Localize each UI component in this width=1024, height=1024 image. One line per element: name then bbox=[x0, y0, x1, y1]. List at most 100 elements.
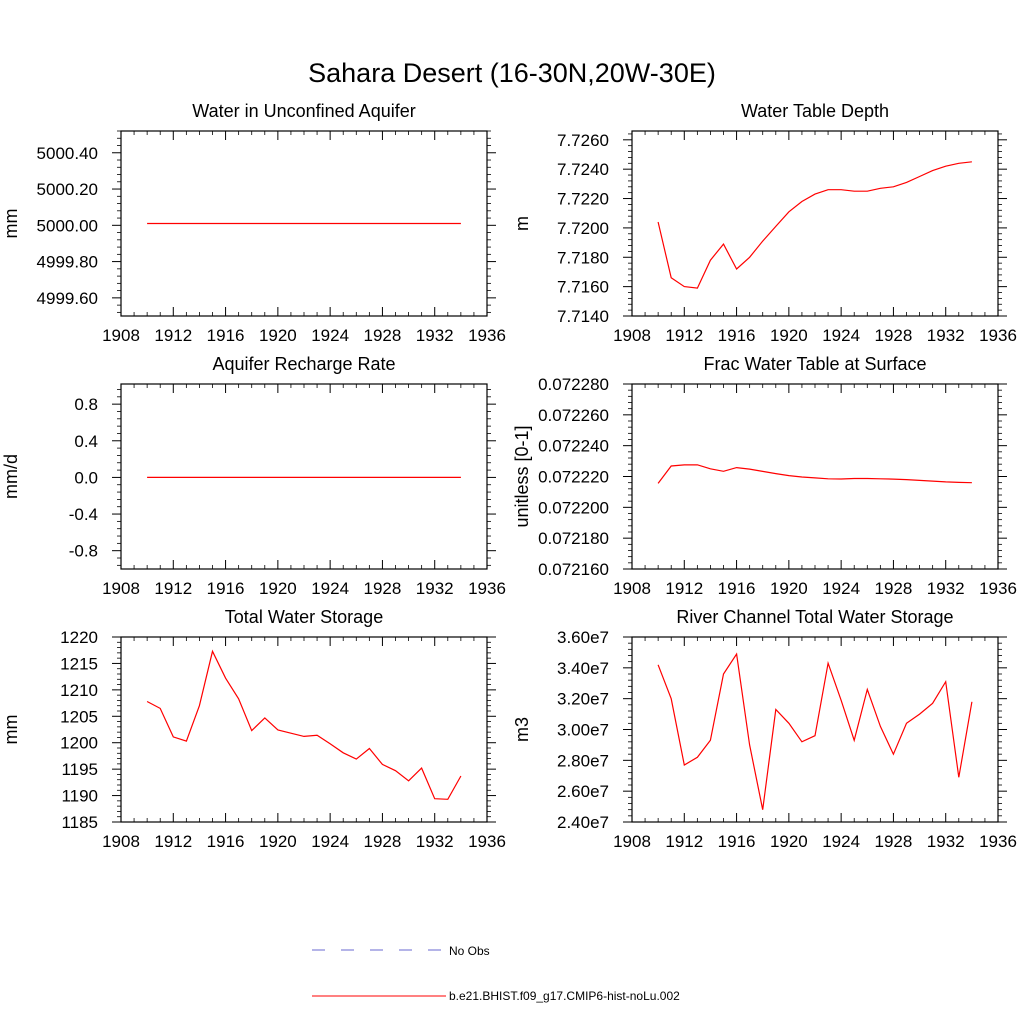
x-tick-label: 1936 bbox=[468, 326, 506, 345]
x-tick-label: 1916 bbox=[207, 579, 245, 598]
x-tick-label: 1916 bbox=[718, 832, 756, 851]
panel-title: River Channel Total Water Storage bbox=[676, 607, 953, 627]
panel-4: Frac Water Table at Surface unitless [0-1… bbox=[512, 354, 1017, 598]
plot-frame bbox=[631, 130, 999, 317]
x-tick-label: 1932 bbox=[416, 326, 454, 345]
x-tick-label: 1924 bbox=[822, 579, 860, 598]
y-tick-label: -0.4 bbox=[69, 505, 98, 524]
x-tick-label: 1908 bbox=[613, 326, 651, 345]
x-tick-label: 1908 bbox=[102, 579, 140, 598]
panel-title: Aquifer Recharge Rate bbox=[212, 354, 395, 374]
x-tick-label: 1924 bbox=[311, 579, 349, 598]
y-tick-label: 3.40e7 bbox=[557, 659, 609, 678]
y-tick-label: 4999.80 bbox=[37, 253, 98, 272]
x-tick-label: 1932 bbox=[927, 832, 965, 851]
x-tick-label: 1932 bbox=[416, 579, 454, 598]
figure-title: Sahara Desert (16-30N,20W-30E) bbox=[308, 58, 716, 88]
y-tick-label: 7.7240 bbox=[557, 160, 609, 179]
y-axis-label: mm bbox=[1, 209, 21, 239]
y-tick-label: 0.0 bbox=[74, 468, 98, 487]
y-tick-label: 1210 bbox=[60, 681, 98, 700]
y-tick-label: 1190 bbox=[61, 787, 98, 806]
x-tick-label: 1912 bbox=[154, 832, 192, 851]
y-tick-label: 3.60e7 bbox=[557, 628, 609, 647]
y-tick-label: 3.00e7 bbox=[557, 721, 609, 740]
x-tick-label: 1916 bbox=[207, 832, 245, 851]
y-axis-label: m bbox=[512, 216, 532, 231]
x-tick-label: 1928 bbox=[364, 832, 402, 851]
series-line bbox=[657, 464, 972, 484]
x-tick-label: 1924 bbox=[822, 326, 860, 345]
x-tick-label: 1908 bbox=[102, 832, 140, 851]
y-tick-label: 0.072260 bbox=[538, 406, 609, 425]
x-tick-label: 1936 bbox=[468, 579, 506, 598]
x-tick-label: 1936 bbox=[979, 579, 1017, 598]
plot-frame bbox=[120, 383, 488, 570]
y-tick-label: 5000.00 bbox=[37, 216, 98, 235]
y-tick-label: 5000.40 bbox=[37, 144, 98, 163]
y-axis-label: mm/d bbox=[1, 454, 21, 499]
x-tick-label: 1924 bbox=[822, 832, 860, 851]
panel-6: River Channel Total Water Storage m3 1908 1… bbox=[512, 607, 1017, 851]
x-tick-label: 1912 bbox=[154, 326, 192, 345]
x-tick-label: 1916 bbox=[207, 326, 245, 345]
y-tick-label: 7.7140 bbox=[557, 307, 609, 326]
x-tick-label: 1936 bbox=[979, 832, 1017, 851]
y-tick-label: 7.7160 bbox=[557, 278, 609, 297]
series-line bbox=[146, 649, 462, 800]
x-tick-label: 1932 bbox=[927, 579, 965, 598]
legend-label-model: b.e21.BHIST.f09_g17.CMIP6-hist-noLu.002 bbox=[449, 989, 680, 1003]
y-tick-label: 2.80e7 bbox=[557, 751, 609, 770]
y-tick-label: 2.40e7 bbox=[557, 813, 609, 832]
plot-frame bbox=[631, 383, 999, 570]
y-axis-label: mm bbox=[1, 715, 21, 745]
legend-label-obs: No Obs bbox=[449, 944, 490, 958]
y-tick-label: 7.7200 bbox=[557, 219, 609, 238]
y-tick-label: 7.7180 bbox=[557, 248, 609, 267]
x-tick-label: 1916 bbox=[718, 326, 756, 345]
y-tick-label: 1215 bbox=[60, 654, 98, 673]
x-tick-label: 1920 bbox=[259, 326, 297, 345]
x-tick-label: 1924 bbox=[311, 326, 349, 345]
panel-title: Water in Unconfined Aquifer bbox=[192, 101, 415, 121]
y-tick-label: 1185 bbox=[61, 813, 98, 832]
y-tick-label: 5000.20 bbox=[37, 180, 98, 199]
y-tick-label: 0.072160 bbox=[538, 560, 609, 579]
y-tick-label: -0.8 bbox=[69, 542, 98, 561]
legend: No Obs b.e21.BHIST.f09_g17.CMIP6-hist-no… bbox=[312, 944, 680, 1003]
x-tick-label: 1912 bbox=[665, 579, 703, 598]
x-tick-label: 1908 bbox=[102, 326, 140, 345]
x-tick-label: 1912 bbox=[665, 326, 703, 345]
y-tick-label: 3.20e7 bbox=[557, 690, 609, 709]
y-tick-label: 1220 bbox=[60, 628, 98, 647]
x-tick-label: 1908 bbox=[613, 579, 651, 598]
x-tick-label: 1928 bbox=[875, 326, 913, 345]
y-axis-label: m3 bbox=[512, 717, 532, 742]
y-axis-label: unitless [0-1] bbox=[512, 425, 532, 527]
x-tick-label: 1920 bbox=[770, 326, 808, 345]
panel-3: Aquifer Recharge Rate mm/d 1908 1912 1916 192… bbox=[1, 354, 506, 598]
y-tick-label: 2.60e7 bbox=[557, 782, 609, 801]
series-line bbox=[657, 652, 973, 810]
panel-title: Frac Water Table at Surface bbox=[703, 354, 926, 374]
x-tick-label: 1928 bbox=[875, 579, 913, 598]
x-tick-label: 1928 bbox=[364, 579, 402, 598]
panels: Water in Unconfined Aquifer mm 1908 1912 191… bbox=[1, 101, 1017, 851]
y-tick-label: 0.072180 bbox=[538, 529, 609, 548]
plot-frame bbox=[120, 636, 488, 823]
x-tick-label: 1920 bbox=[770, 579, 808, 598]
panel-title: Water Table Depth bbox=[741, 101, 889, 121]
y-tick-label: 4999.60 bbox=[37, 289, 98, 308]
x-tick-label: 1912 bbox=[154, 579, 192, 598]
panel-title: Total Water Storage bbox=[225, 607, 383, 627]
y-tick-label: 1195 bbox=[61, 760, 98, 779]
y-tick-label: 0.8 bbox=[74, 395, 98, 414]
x-tick-label: 1932 bbox=[927, 326, 965, 345]
x-tick-label: 1920 bbox=[770, 832, 808, 851]
y-tick-label: 0.072280 bbox=[538, 375, 609, 394]
plot-frame bbox=[631, 636, 999, 823]
x-tick-label: 1912 bbox=[665, 832, 703, 851]
x-tick-label: 1924 bbox=[311, 832, 349, 851]
y-tick-label: 7.7220 bbox=[557, 190, 609, 209]
